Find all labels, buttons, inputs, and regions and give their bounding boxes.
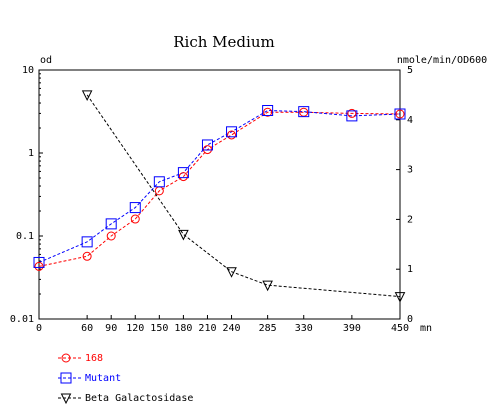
- x-tick-label: 90: [105, 323, 117, 334]
- data-point-mutant: [298, 106, 310, 118]
- y-right-tick-label: 0: [407, 314, 413, 325]
- data-point-mutant: [129, 202, 141, 214]
- left-axis-label: od: [40, 55, 52, 66]
- data-point-beta-galactosidase: [226, 267, 237, 278]
- x-tick-label: 60: [81, 323, 93, 334]
- lines-layer: [38, 94, 401, 298]
- data-point-168: [82, 251, 92, 261]
- legend-marker-beta-galactosidase: [60, 393, 72, 405]
- y-right-tick-label: 2: [407, 214, 413, 225]
- y-right-tick-label: 1: [407, 264, 413, 275]
- data-point-168: [178, 172, 188, 182]
- data-point-168: [395, 109, 405, 119]
- series-line-beta-galactosidase: [86, 94, 401, 298]
- data-point-168: [106, 231, 116, 241]
- ticks-layer: 0 60 90 120 150 180 210 240 285 330 390 4500.010.11…: [10, 65, 413, 334]
- series-line-168: [38, 111, 401, 267]
- data-point-beta-galactosidase: [178, 229, 189, 241]
- y-right-tick-label: 4: [407, 115, 413, 126]
- x-tick-label: 180: [174, 323, 192, 334]
- data-point-168: [347, 108, 357, 118]
- data-point-mutant: [394, 108, 406, 120]
- x-tick-label: 150: [150, 323, 168, 334]
- plot-frame: [38, 69, 401, 320]
- x-tick-label: 120: [126, 323, 144, 334]
- x-axis-label: mn: [420, 323, 432, 334]
- x-tick-label: 390: [343, 323, 361, 334]
- x-tick-label: 285: [259, 323, 277, 334]
- legend-label-168: 168: [85, 353, 103, 364]
- x-tick-label: 330: [295, 323, 313, 334]
- data-point-168: [227, 130, 237, 140]
- x-tick-label: 240: [223, 323, 241, 334]
- legend-label-mutant: Mutant: [85, 373, 121, 384]
- x-tick-label: 450: [391, 323, 409, 334]
- data-point-mutant: [105, 218, 117, 230]
- data-point-beta-galactosidase: [394, 292, 406, 303]
- series-line-mutant: [38, 110, 401, 263]
- y-left-tick-label: 1: [28, 148, 34, 159]
- y-left-tick-label: 0.01: [10, 314, 34, 325]
- right-axis-label: nmole/min/OD600: [397, 55, 487, 66]
- data-point-beta-galactosidase: [81, 90, 93, 102]
- data-point-168: [130, 214, 140, 224]
- data-point-mutant: [262, 105, 274, 117]
- data-point-mutant: [346, 110, 358, 122]
- x-tick-label: 210: [198, 323, 216, 334]
- y-right-tick-label: 5: [407, 65, 413, 76]
- data-point-beta-galactosidase: [262, 280, 273, 292]
- y-left-tick-label: 0.1: [16, 231, 34, 242]
- data-point-mutant: [33, 256, 45, 268]
- data-point-mutant: [81, 236, 93, 248]
- legend-marker-168: [61, 353, 71, 363]
- y-left-tick-label: 10: [22, 65, 34, 76]
- data-point-mutant: [153, 176, 165, 188]
- chart-title: Rich Medium: [173, 33, 274, 51]
- y-right-tick-label: 3: [407, 165, 413, 176]
- legend-marker-mutant: [60, 372, 72, 384]
- data-point-168: [263, 107, 273, 117]
- data-point-mutant: [226, 126, 238, 138]
- data-point-mutant: [201, 139, 213, 151]
- data-point-mutant: [177, 167, 189, 179]
- legend-label-beta-galactosidase: Beta Galactosidase: [85, 393, 193, 404]
- markers-layer: [33, 90, 406, 303]
- legend: 168 Mutant Beta Galactosidase: [58, 353, 193, 405]
- data-point-168: [34, 261, 44, 271]
- x-tick-label: 0: [36, 323, 42, 334]
